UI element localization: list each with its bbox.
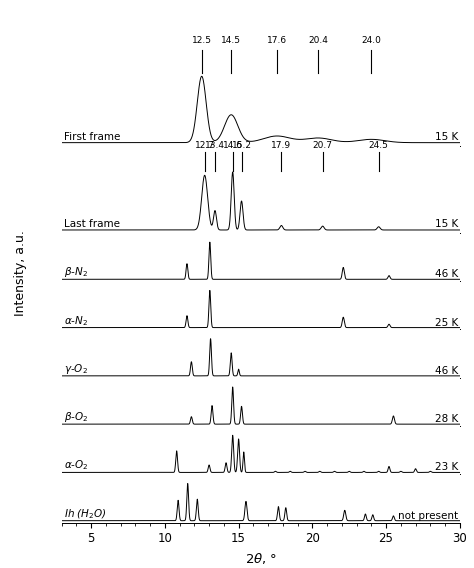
Text: 15 K: 15 K [435, 132, 458, 142]
Text: 25 K: 25 K [435, 318, 458, 328]
Text: 23 K: 23 K [435, 462, 458, 473]
Text: 15 K: 15 K [435, 219, 458, 229]
Text: not present: not present [398, 511, 458, 521]
Text: 46 K: 46 K [435, 366, 458, 376]
Text: Intensity, a.u.: Intensity, a.u. [14, 229, 27, 316]
Text: 12.5: 12.5 [191, 36, 212, 45]
Text: $\gamma$-O$_2$: $\gamma$-O$_2$ [64, 362, 88, 376]
Text: First frame: First frame [64, 132, 120, 142]
Text: Last frame: Last frame [64, 219, 119, 229]
Text: $\beta$-O$_2$: $\beta$-O$_2$ [64, 410, 88, 424]
Text: 24.5: 24.5 [369, 141, 389, 150]
Text: 15.2: 15.2 [231, 141, 252, 150]
Text: 14.6: 14.6 [223, 141, 243, 150]
Text: 46 K: 46 K [435, 269, 458, 279]
Text: 17.9: 17.9 [271, 141, 292, 150]
Text: $Ih$ (H$_2$O): $Ih$ (H$_2$O) [64, 507, 107, 521]
Text: 12.7: 12.7 [195, 141, 215, 150]
Text: $\alpha$-O$_2$: $\alpha$-O$_2$ [64, 458, 88, 473]
Text: 24.0: 24.0 [361, 36, 381, 45]
Text: 13.4: 13.4 [205, 141, 225, 150]
Text: 28 K: 28 K [435, 414, 458, 424]
Text: $\alpha$-N$_2$: $\alpha$-N$_2$ [64, 314, 88, 328]
Text: 14.5: 14.5 [221, 36, 241, 45]
Text: $\beta$-N$_2$: $\beta$-N$_2$ [64, 265, 88, 279]
Text: 20.4: 20.4 [308, 36, 328, 45]
Text: 20.7: 20.7 [313, 141, 333, 150]
Text: 17.6: 17.6 [267, 36, 287, 45]
X-axis label: 2$\theta$, °: 2$\theta$, ° [245, 551, 277, 566]
